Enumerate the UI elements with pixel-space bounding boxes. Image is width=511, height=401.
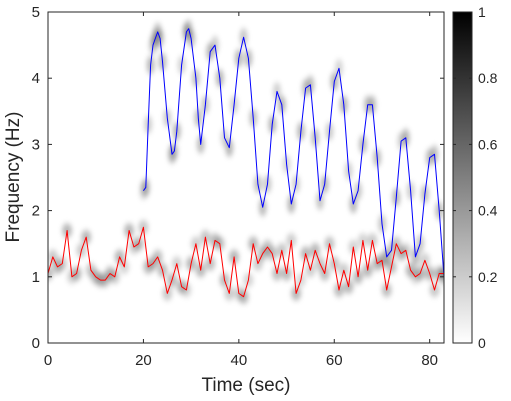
y-tick-label: 5 <box>32 4 40 21</box>
colorbar-tick-label: 0 <box>478 335 486 351</box>
x-axis-label: Time (sec) <box>201 375 290 396</box>
x-axis: 0 20 40 60 80 <box>44 12 438 369</box>
x-tick-label: 40 <box>230 352 247 369</box>
series-layer <box>48 28 444 298</box>
series-line-blue <box>142 28 444 277</box>
colorbar-axis: 0 0.2 0.4 0.6 0.8 1 <box>453 4 498 351</box>
y-tick-label: 2 <box>32 203 40 220</box>
x-tick-label: 0 <box>44 352 52 369</box>
colorbar-tick-label: 0.8 <box>478 70 498 86</box>
y-axis: 0 1 2 3 4 5 <box>32 4 444 352</box>
plot-frame <box>47 11 445 344</box>
colorbar-tick-label: 1 <box>478 4 486 20</box>
y-tick-label: 1 <box>32 269 40 286</box>
colorbar-tick-label: 0.6 <box>478 136 498 152</box>
x-tick-label: 20 <box>135 352 152 369</box>
x-tick-label: 60 <box>326 352 343 369</box>
y-tick-label: 0 <box>32 335 40 352</box>
x-tick-label: 80 <box>421 352 438 369</box>
y-tick-label: 4 <box>32 70 40 87</box>
colorbar-tick-label: 0.2 <box>478 269 498 285</box>
series-line-red <box>48 226 444 298</box>
colorbar <box>452 11 473 344</box>
y-tick-label: 3 <box>32 136 40 153</box>
colorbar-tick-label: 0.4 <box>478 203 498 219</box>
y-axis-label: Frequency (Hz) <box>3 112 24 243</box>
